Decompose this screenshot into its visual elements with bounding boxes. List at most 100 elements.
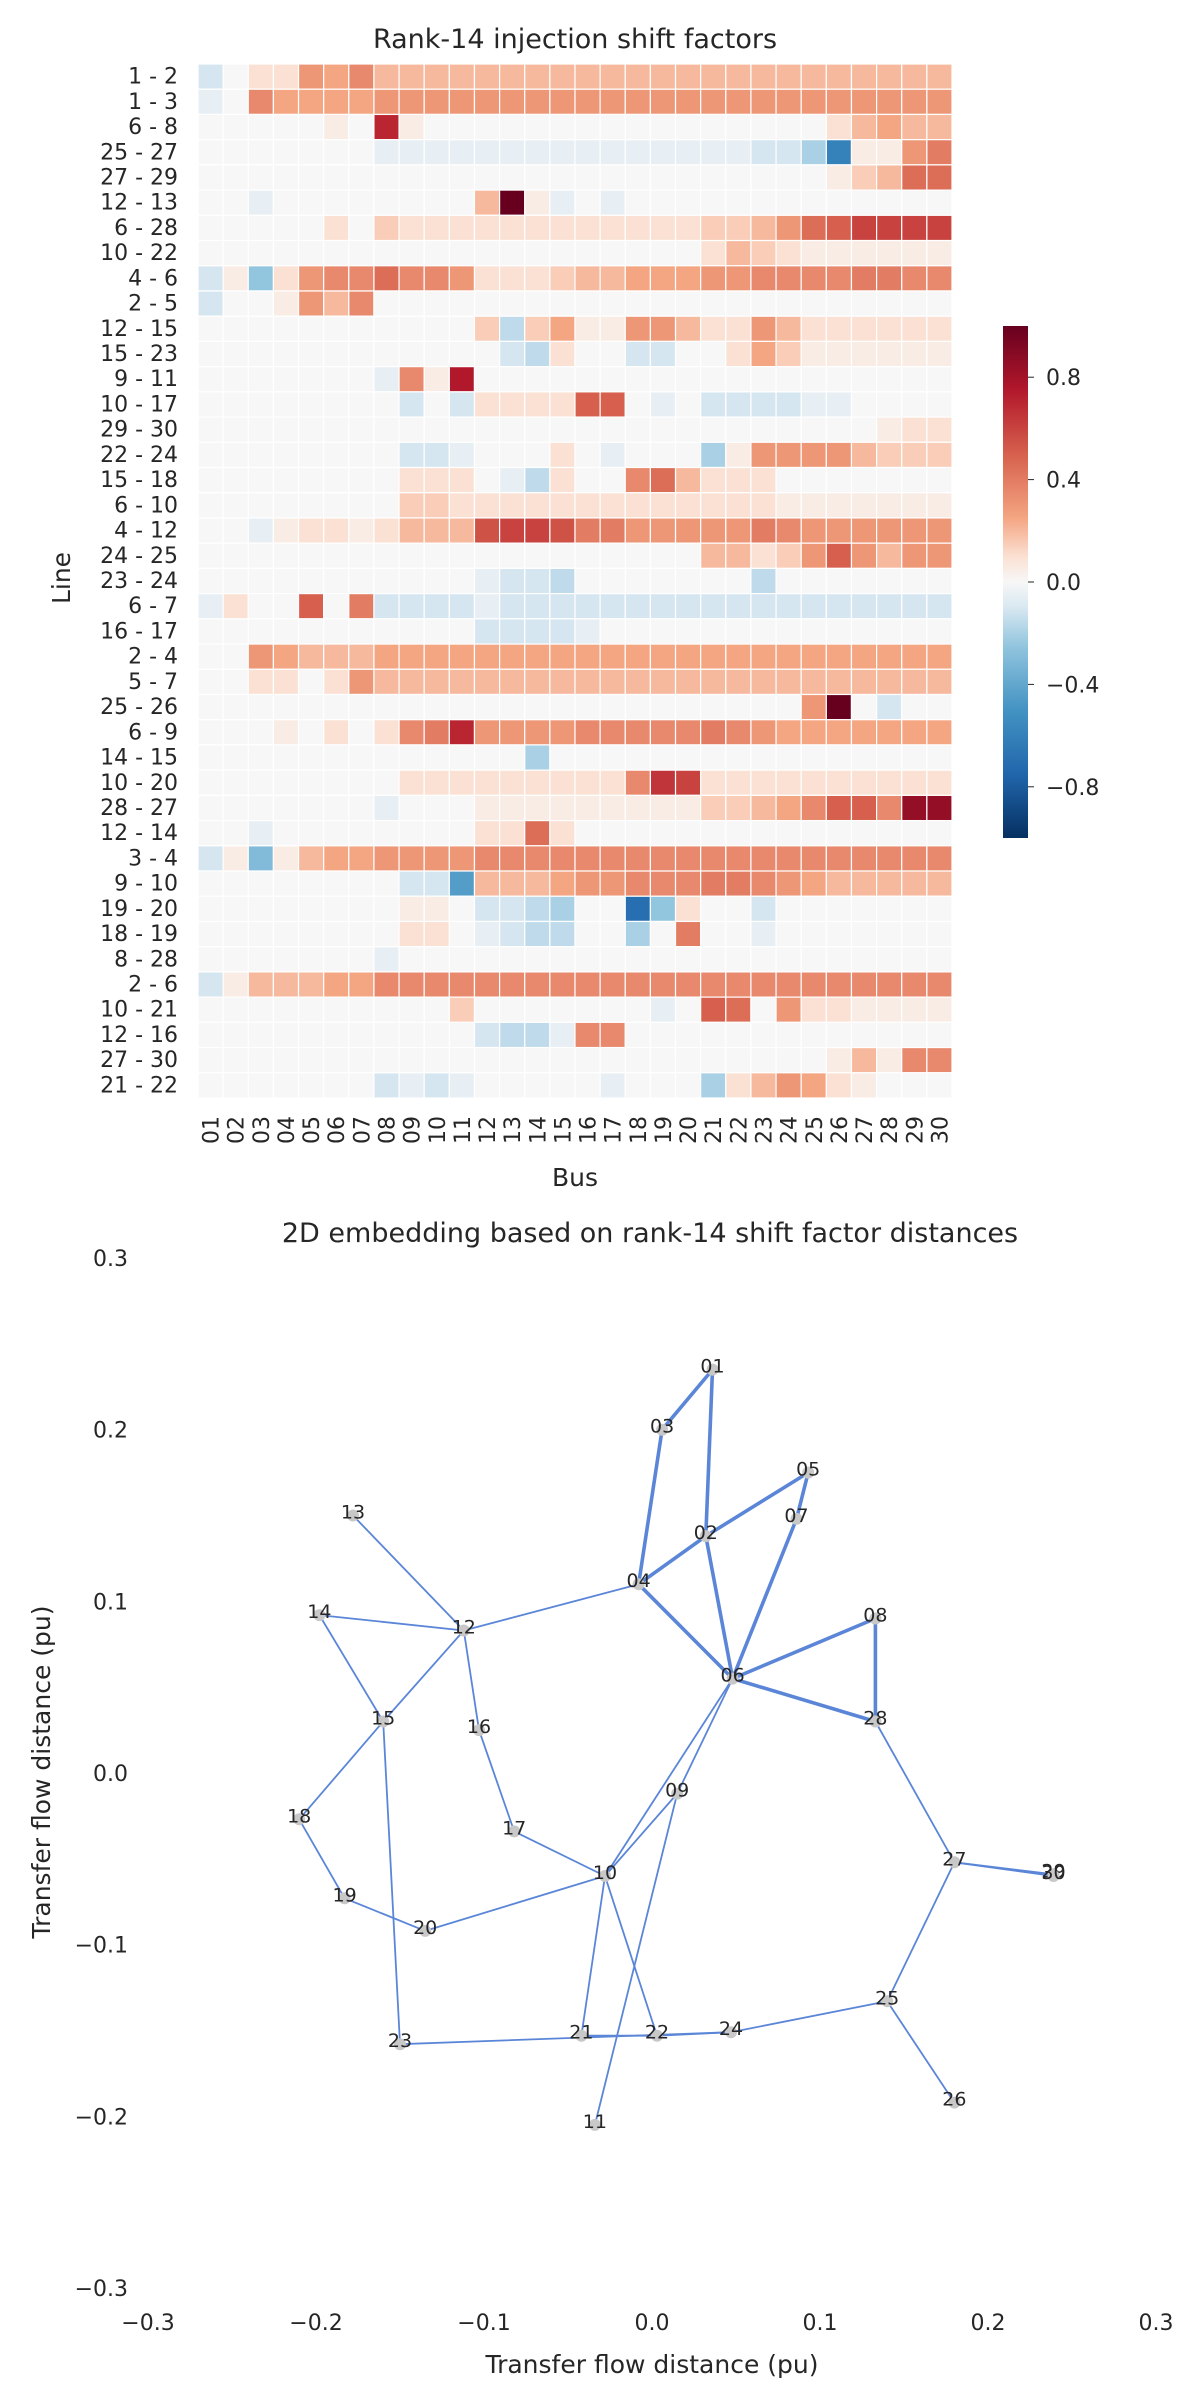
heatmap-cell xyxy=(800,113,827,141)
heatmap-cell xyxy=(875,618,903,645)
heatmap-cell xyxy=(448,845,476,872)
heatmap-cell xyxy=(197,542,224,569)
heatmap-cell xyxy=(875,441,903,469)
heatmap-cell xyxy=(800,996,827,1023)
line-tick-label: 2 - 6 xyxy=(128,973,178,998)
heatmap-title: Rank-14 injection shift factors xyxy=(373,24,777,55)
heatmap-cell xyxy=(574,920,601,948)
heatmap-cell xyxy=(398,920,425,948)
heatmap-cell xyxy=(725,870,752,897)
heatmap-cell xyxy=(398,1021,425,1049)
heatmap-cell xyxy=(448,1021,476,1049)
heatmap-cell xyxy=(247,946,275,973)
heatmap-cell xyxy=(725,819,752,847)
bus-tick-label: 27 xyxy=(853,1116,878,1144)
line-tick-label: 29 - 30 xyxy=(100,418,178,443)
heatmap-cell xyxy=(700,139,727,166)
heatmap-cell xyxy=(297,441,325,469)
heatmap-cell xyxy=(901,819,928,847)
heatmap-cell xyxy=(674,542,702,569)
heatmap-x-tick-labels: 01 02 03 04 05 06 07 08 09 10 11 12 13 14 15 16 17 18 19 20… xyxy=(200,1116,954,1144)
heatmap-cell xyxy=(624,996,652,1023)
line-tick-label: 28 - 27 xyxy=(100,796,178,821)
heatmap-cell xyxy=(875,265,903,292)
heatmap-cell xyxy=(649,214,677,242)
heatmap-cell xyxy=(272,744,300,771)
line-tick-label: 6 - 7 xyxy=(128,594,178,619)
heatmap-cell xyxy=(499,819,526,847)
heatmap-cell xyxy=(624,946,652,973)
heatmap-cell xyxy=(473,189,501,216)
heatmap-cell xyxy=(901,1072,928,1099)
heatmap-cell xyxy=(700,366,727,393)
heatmap-cell xyxy=(524,239,551,267)
heatmap-cell xyxy=(624,189,652,216)
heatmap-cell xyxy=(323,719,350,746)
heatmap-cell xyxy=(499,88,526,116)
heatmap-cell xyxy=(473,441,501,469)
heatmap-cell xyxy=(875,1046,903,1074)
heatmap-cell xyxy=(272,567,300,595)
heatmap-cell xyxy=(398,517,425,544)
heatmap-cell xyxy=(423,290,450,317)
heatmap-cell xyxy=(423,88,450,116)
heatmap-cell xyxy=(398,466,425,494)
heatmap-cell xyxy=(423,668,450,696)
network-node xyxy=(313,1609,326,1622)
heatmap-cell xyxy=(524,996,551,1023)
heatmap-cell xyxy=(725,618,752,645)
heatmap-cell xyxy=(725,214,752,242)
network-node xyxy=(948,1856,961,1869)
heatmap-cell xyxy=(599,1046,626,1074)
heatmap-cell xyxy=(926,971,953,998)
node-label: 28 xyxy=(863,1708,887,1730)
heatmap-cell xyxy=(574,239,601,267)
heatmap-cell xyxy=(825,1021,853,1049)
heatmap-cell xyxy=(222,416,249,443)
heatmap-cell xyxy=(700,593,727,620)
heatmap-cell xyxy=(247,769,275,796)
heatmap-cell xyxy=(926,366,953,393)
heatmap-cell xyxy=(725,189,752,216)
heatmap-cell xyxy=(901,492,928,519)
heatmap-cell xyxy=(800,214,827,242)
bus-tick-label: 10 xyxy=(426,1116,451,1144)
heatmap-cell xyxy=(901,920,928,948)
heatmap-cell xyxy=(775,946,802,973)
heatmap-cell xyxy=(800,668,827,696)
heatmap-cell xyxy=(448,769,476,796)
heatmap-cell xyxy=(825,744,853,771)
heatmap-cell xyxy=(674,744,702,771)
heatmap-cell xyxy=(197,1021,224,1049)
heatmap-cell xyxy=(272,542,300,569)
heatmap-cell xyxy=(247,63,275,90)
heatmap-cell xyxy=(473,593,501,620)
heatmap-cell xyxy=(197,63,224,90)
heatmap-cell xyxy=(323,567,350,595)
heatmap-cell xyxy=(499,164,526,191)
heatmap-cell xyxy=(373,668,400,696)
heatmap-cell xyxy=(499,1046,526,1074)
heatmap-cell xyxy=(825,63,853,90)
heatmap-cell xyxy=(674,1046,702,1074)
line-tick-label: 27 - 29 xyxy=(100,166,178,191)
heatmap-cell xyxy=(247,744,275,771)
heatmap-cell xyxy=(750,113,777,141)
heatmap-cell xyxy=(197,996,224,1023)
heatmap-cell xyxy=(725,466,752,494)
heatmap-cell xyxy=(825,870,853,897)
heatmap-cell xyxy=(624,340,652,368)
heatmap-cell xyxy=(674,719,702,746)
heatmap-cell xyxy=(373,517,400,544)
heatmap-cell xyxy=(850,593,878,620)
heatmap-cell xyxy=(649,996,677,1023)
heatmap-cell xyxy=(825,164,853,191)
bus-tick-label: 26 xyxy=(828,1116,853,1144)
heatmap-cell xyxy=(398,769,425,796)
heatmap-cell xyxy=(674,668,702,696)
heatmap-cell xyxy=(197,416,224,443)
heatmap-cell xyxy=(926,189,953,216)
heatmap-cell xyxy=(725,416,752,443)
heatmap-cell xyxy=(272,290,300,317)
heatmap-cell xyxy=(272,340,300,368)
